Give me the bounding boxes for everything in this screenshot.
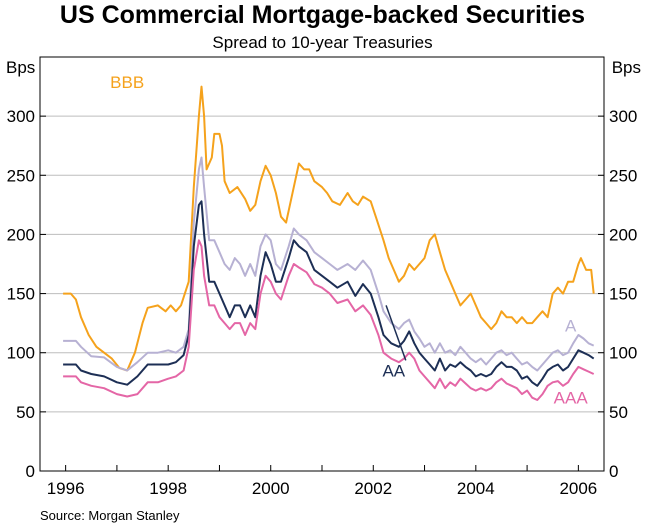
chart-title: US Commercial Mortgage-backed Securities bbox=[59, 1, 586, 29]
series-line-aaa bbox=[63, 239, 595, 401]
y-axis-label-right: Bps bbox=[612, 58, 641, 77]
x-tick-label: 2002 bbox=[354, 479, 392, 498]
gridlines bbox=[40, 115, 604, 413]
y-tick-label-left: 50 bbox=[16, 403, 35, 422]
y-tick-label-right: 200 bbox=[609, 225, 637, 244]
plot-frame bbox=[39, 56, 605, 472]
series-line-aa bbox=[63, 200, 595, 387]
axes: 0 0 50 50 100 100 150 150 200 200 250 250 300 300 Bps B… bbox=[6, 58, 641, 498]
y-tick-label-right: 300 bbox=[609, 107, 637, 126]
y-tick-label-right: 50 bbox=[609, 403, 628, 422]
series-label-aaa: AAA bbox=[554, 389, 589, 408]
series-label-aa: AA bbox=[382, 361, 405, 380]
y-tick-label-left: 300 bbox=[7, 107, 35, 126]
series-label-bbb: BBB bbox=[110, 73, 144, 92]
y-tick-label-left: 0 bbox=[26, 462, 35, 481]
y-tick-label-right: 150 bbox=[609, 285, 637, 304]
x-tick-label: 1996 bbox=[47, 479, 85, 498]
series-label-a: A bbox=[565, 316, 577, 335]
x-tick-label: 2000 bbox=[252, 479, 290, 498]
y-tick-label-left: 200 bbox=[7, 225, 35, 244]
y-tick-label-left: 150 bbox=[7, 285, 35, 304]
chart-subtitle: Spread to 10-year Treasuries bbox=[212, 33, 433, 52]
y-tick-label-left: 100 bbox=[7, 344, 35, 363]
y-tick-label-right: 250 bbox=[609, 166, 637, 185]
y-tick-label-right: 0 bbox=[609, 462, 618, 481]
series-lines bbox=[63, 85, 595, 401]
label-pointer-aa bbox=[385, 305, 407, 361]
series-line-a bbox=[63, 156, 595, 372]
x-tick-label: 2006 bbox=[559, 479, 597, 498]
y-tick-label-right: 100 bbox=[609, 344, 637, 363]
y-tick-label-left: 250 bbox=[7, 166, 35, 185]
series-line-bbb bbox=[63, 85, 595, 372]
x-tick-label: 2004 bbox=[457, 479, 495, 498]
y-axis-label-left: Bps bbox=[6, 58, 35, 77]
source-note: Source: Morgan Stanley bbox=[40, 508, 180, 523]
x-tick-label: 1998 bbox=[149, 479, 187, 498]
